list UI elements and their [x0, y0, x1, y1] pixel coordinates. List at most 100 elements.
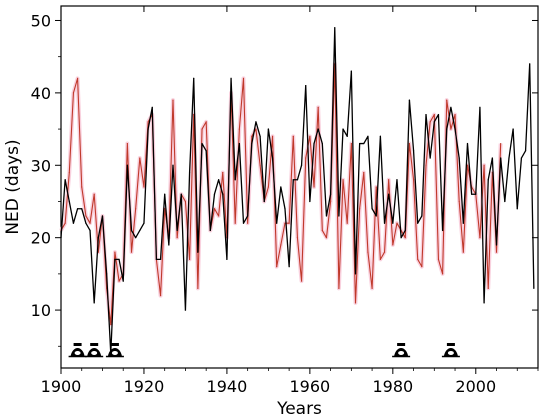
series-0-point: [450, 106, 452, 108]
series-0-point: [334, 27, 336, 29]
series-1-point: [89, 222, 91, 224]
series-1-point: [487, 287, 489, 289]
series-1-point: [238, 128, 240, 130]
series-1-point: [325, 237, 328, 239]
series-1-point: [64, 222, 66, 224]
series-1-point: [110, 323, 112, 326]
series-1-point: [130, 251, 133, 253]
series-0-point: [280, 186, 282, 188]
x-tick-label: 1900: [41, 377, 82, 396]
x-tick-label: 1980: [372, 377, 413, 396]
series-0-point: [487, 179, 489, 181]
series-1-point: [450, 128, 452, 130]
series-1-point: [93, 193, 95, 195]
series-1-point: [114, 251, 116, 253]
series-0-point: [354, 273, 357, 275]
series-0-point: [483, 302, 485, 304]
series-0-point: [305, 85, 307, 87]
series-0-point: [491, 157, 493, 159]
y-axis-ticks: 10 20 30 40 50: [31, 11, 538, 347]
series-0-point: [400, 237, 402, 239]
series-1-point: [176, 237, 178, 239]
series-1-point: [118, 280, 120, 282]
series-1-point: [321, 229, 323, 232]
series-0-point: [475, 193, 477, 195]
series-0-point: [213, 193, 216, 195]
series-1-point: [313, 186, 315, 188]
series-0-point: [330, 193, 332, 195]
series-0-point: [201, 142, 203, 145]
series-0-point: [93, 302, 95, 304]
series-1-point: [466, 164, 469, 166]
series-0-point: [446, 128, 448, 130]
series-0-point: [309, 200, 311, 203]
marker-eye: [447, 351, 454, 355]
series-0-point: [255, 121, 257, 123]
series-0-point: [288, 266, 290, 268]
series-1-point: [442, 273, 444, 275]
series-0-point: [222, 193, 224, 195]
series-0-point: [106, 273, 108, 275]
series-0-point: [122, 280, 124, 282]
x-tick-label: 2000: [455, 377, 496, 396]
series-0-point: [238, 142, 240, 145]
series-0-point: [350, 70, 352, 72]
series-0-point: [81, 208, 83, 210]
series-0-point: [180, 193, 182, 195]
series-0-point: [143, 222, 145, 224]
series-1-point: [139, 157, 141, 159]
series-0-point: [524, 150, 527, 152]
series-0-point: [433, 121, 435, 123]
series-1-point: [284, 222, 286, 224]
series-1-point: [383, 251, 386, 253]
y-axis-title: NED (days): [3, 139, 23, 234]
series-1-point: [462, 251, 464, 253]
series-0-point: [425, 114, 427, 116]
series-1-point: [404, 237, 406, 239]
series-1-point: [234, 222, 236, 224]
series-1-point: [201, 128, 203, 130]
series-1-point: [135, 208, 137, 210]
series-0-point: [471, 193, 473, 195]
series-0-point: [135, 237, 137, 239]
series-0-point: [437, 114, 440, 116]
series-1-point: [458, 200, 460, 203]
plot-frame: [60, 5, 539, 369]
series-0-point: [508, 157, 510, 159]
series-0-point: [251, 142, 253, 145]
series-1-point: [317, 106, 319, 108]
series-0-point: [363, 142, 365, 145]
series-0-point: [533, 287, 535, 289]
series-0-point: [193, 77, 195, 79]
series-0-point: [226, 258, 228, 260]
series-1-point: [72, 92, 75, 94]
series-0-point: [230, 77, 232, 79]
series-0-point: [114, 258, 116, 260]
y-tick-label: 30: [31, 156, 51, 175]
series-1-point: [354, 302, 357, 304]
hurricane-symbol-icon: [85, 343, 104, 358]
series-0-point: [296, 179, 299, 181]
series-0-point: [500, 157, 502, 159]
x-axis-ticks: 1900 1920 1940 1960 1980 2000: [41, 6, 539, 396]
series-0-point: [97, 237, 99, 239]
series-0-point: [346, 135, 348, 137]
series-0-point: [321, 142, 323, 145]
series-1-point: [292, 135, 294, 137]
series-1-point: [222, 171, 224, 174]
series-1-point: [305, 157, 307, 159]
series-0-point: [512, 128, 514, 130]
series-0-point: [342, 128, 344, 130]
series-0-point: [479, 106, 481, 108]
series-0-point: [139, 229, 141, 232]
series-0-point: [218, 179, 220, 181]
series-1-point: [184, 200, 187, 203]
series-0-point: [392, 222, 394, 224]
series-1-point: [218, 215, 220, 217]
series-0-point: [379, 135, 381, 137]
series-1-point: [367, 251, 369, 253]
series-0-point: [242, 222, 245, 224]
series-0-point: [76, 208, 79, 210]
series-1-point: [375, 186, 377, 188]
